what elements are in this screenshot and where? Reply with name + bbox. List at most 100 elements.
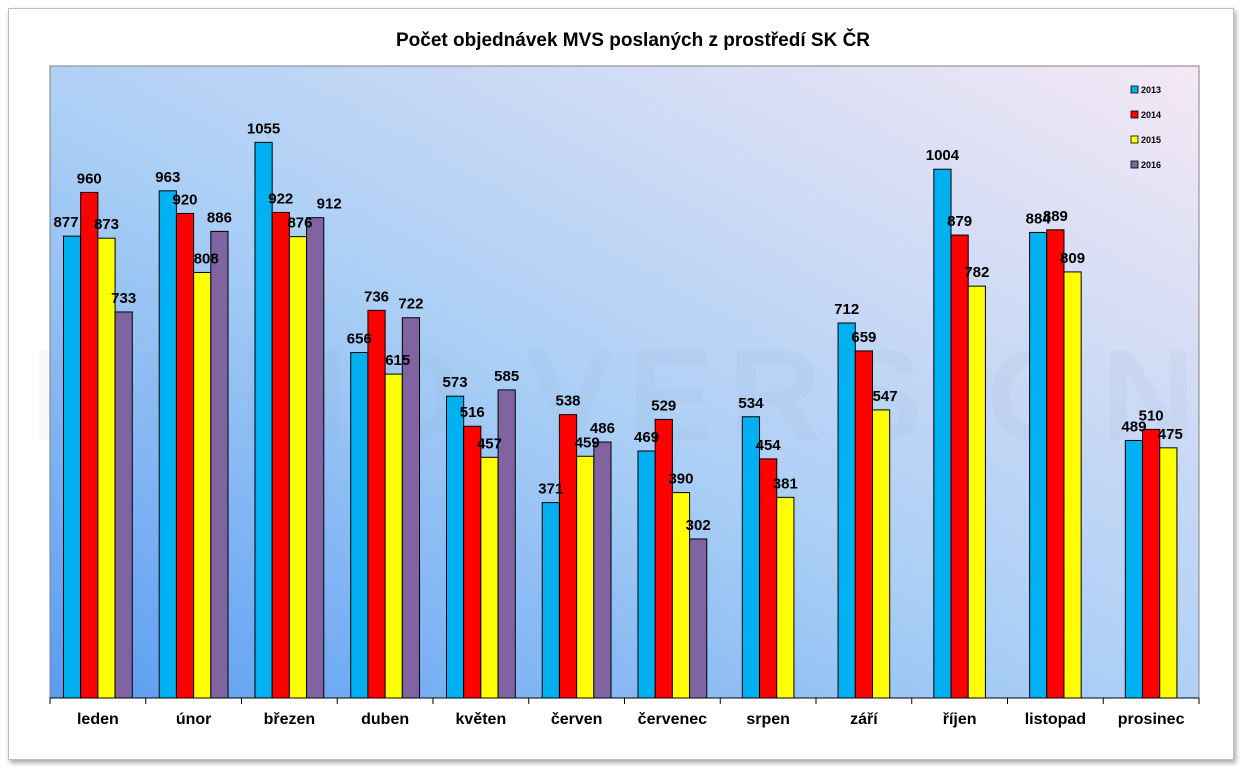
data-label: 475 bbox=[1158, 426, 1183, 443]
bar-2014-květen bbox=[463, 425, 482, 699]
legend-label-2013: 2013 bbox=[1141, 85, 1161, 95]
bar-2014-říjen bbox=[950, 234, 969, 699]
data-label: 538 bbox=[556, 393, 581, 410]
legend-swatch-2015 bbox=[1130, 135, 1139, 144]
data-label: 922 bbox=[268, 190, 293, 207]
x-tick-label: květen bbox=[456, 711, 507, 728]
data-label: 469 bbox=[634, 429, 659, 446]
bar-2014-srpen bbox=[759, 458, 778, 699]
plot-area bbox=[49, 65, 1200, 699]
bar-2015-srpen bbox=[776, 496, 795, 699]
bar-2014-červenec bbox=[654, 418, 673, 699]
x-tick-label: listopad bbox=[1025, 711, 1086, 728]
data-label: 886 bbox=[207, 209, 232, 226]
data-label: 457 bbox=[477, 435, 502, 452]
data-label: 573 bbox=[443, 374, 468, 391]
data-label: 534 bbox=[738, 395, 764, 412]
data-label: 733 bbox=[111, 290, 136, 307]
bar-2015-listopad bbox=[1063, 271, 1082, 699]
data-label: 390 bbox=[668, 471, 693, 488]
bar-2013-listopad bbox=[1029, 231, 1048, 699]
bar-2016-červen bbox=[593, 441, 612, 699]
data-label: 712 bbox=[834, 301, 859, 318]
data-label: 960 bbox=[77, 170, 102, 187]
data-label: 489 bbox=[1121, 418, 1146, 435]
bar-2016-březen bbox=[306, 217, 325, 699]
data-label: 454 bbox=[756, 437, 782, 454]
bar-2015-květen bbox=[480, 456, 499, 699]
bar-2013-září bbox=[837, 322, 856, 699]
data-label: 547 bbox=[873, 388, 898, 405]
bar-2015-červen bbox=[576, 455, 595, 699]
bar-2014-duben bbox=[367, 309, 386, 699]
bar-2015-březen bbox=[288, 236, 308, 699]
bar-2013-květen bbox=[445, 395, 465, 699]
bar-2015-leden bbox=[97, 237, 116, 699]
bar-2014-listopad bbox=[1046, 229, 1065, 699]
x-tick-label: říjen bbox=[943, 711, 977, 728]
data-label: 516 bbox=[460, 404, 485, 421]
legend-swatch-2013 bbox=[1130, 85, 1139, 94]
bar-2014-leden bbox=[80, 191, 99, 699]
bar-2015-duben bbox=[384, 373, 403, 699]
x-tick-label: prosinec bbox=[1118, 711, 1185, 728]
data-label: 381 bbox=[773, 475, 798, 492]
chart-title: Počet objednávek MVS poslaných z prostře… bbox=[396, 29, 870, 51]
data-label: 873 bbox=[94, 216, 119, 233]
bar-2016-duben bbox=[401, 317, 421, 699]
bar-2013-duben bbox=[350, 352, 369, 699]
bar-2015-prosinec bbox=[1159, 447, 1178, 699]
legend-label-2014: 2014 bbox=[1141, 110, 1161, 120]
data-label: 656 bbox=[347, 331, 372, 348]
bar-2014-únor bbox=[175, 212, 195, 699]
x-tick-label: duben bbox=[361, 711, 409, 728]
bar-2015-únor bbox=[193, 271, 212, 699]
data-label: 459 bbox=[575, 434, 600, 451]
data-label: 736 bbox=[364, 288, 389, 305]
data-label: 963 bbox=[155, 169, 180, 186]
data-label: 879 bbox=[947, 213, 972, 230]
x-tick-label: červenec bbox=[638, 711, 707, 728]
x-tick-label: leden bbox=[77, 711, 119, 728]
x-axis: leden únor březen duben květen červen červenec… bbox=[49, 697, 1200, 728]
data-label: 659 bbox=[851, 329, 876, 346]
bar-2013-březen bbox=[254, 141, 273, 699]
bar-2016-leden bbox=[114, 311, 133, 699]
data-label: 722 bbox=[398, 296, 423, 313]
data-label: 889 bbox=[1043, 208, 1068, 225]
bar-2013-srpen bbox=[741, 416, 761, 699]
bar-2013-prosinec bbox=[1124, 439, 1144, 699]
data-label: 371 bbox=[538, 481, 563, 498]
data-label: 529 bbox=[651, 397, 676, 414]
data-label: 585 bbox=[494, 368, 519, 385]
bars-group bbox=[62, 141, 1178, 699]
data-label: 1055 bbox=[247, 120, 280, 137]
data-label: 1004 bbox=[926, 147, 960, 164]
data-label: 615 bbox=[385, 352, 410, 369]
data-label: 809 bbox=[1060, 250, 1085, 267]
value-labels-group: 877 960 873 733 963 920 808 886 1055 922 876 912 656… bbox=[54, 120, 1183, 534]
bar-2013-červenec bbox=[637, 450, 656, 699]
bar-2014-červen bbox=[558, 414, 578, 699]
data-label: 876 bbox=[287, 215, 312, 232]
bar-2014-září bbox=[854, 350, 873, 699]
bar-2014-prosinec bbox=[1142, 428, 1161, 699]
data-label: 884 bbox=[1026, 210, 1052, 227]
legend-swatch-2014 bbox=[1130, 110, 1139, 119]
bar-2013-červen bbox=[541, 502, 560, 699]
data-label: 302 bbox=[686, 517, 711, 534]
bar-2016-červenec bbox=[689, 538, 708, 699]
bar-2016-únor bbox=[210, 230, 229, 699]
bar-2015-září bbox=[871, 409, 891, 699]
legend: 2013 2014 2015 2016 bbox=[1130, 85, 1161, 170]
legend-swatch-2016 bbox=[1130, 160, 1139, 169]
bar-2013-únor bbox=[158, 190, 177, 699]
bar-2014-březen bbox=[271, 211, 290, 699]
data-label: 877 bbox=[54, 214, 79, 231]
data-label: 808 bbox=[194, 250, 219, 267]
x-tick-label: červen bbox=[551, 711, 603, 728]
x-tick-label: září bbox=[850, 711, 878, 728]
bar-2013-říjen bbox=[933, 168, 952, 699]
data-label: 486 bbox=[590, 420, 615, 437]
